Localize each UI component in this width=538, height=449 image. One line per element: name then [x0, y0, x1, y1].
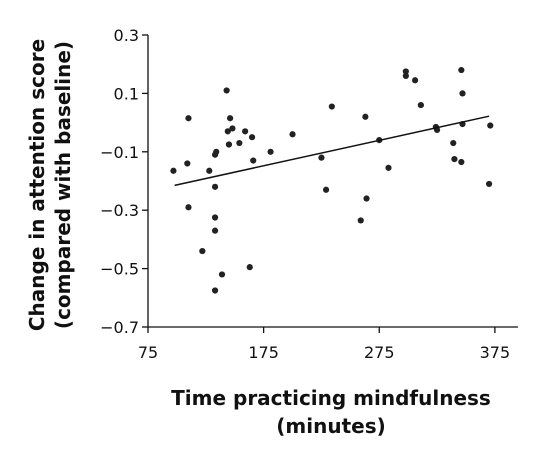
- data-point: [417, 101, 424, 109]
- data-point: [485, 180, 493, 188]
- data-point: [206, 167, 213, 174]
- y-axis-title-line: Change in attention score: [25, 39, 49, 331]
- y-axis-title: Change in attention score (compared with …: [25, 39, 75, 331]
- y-tick-label: −0.3: [100, 201, 139, 220]
- y-tick-label: 0.3: [114, 26, 139, 45]
- y-tick-label: −0.1: [100, 143, 139, 162]
- data-point: [322, 186, 330, 193]
- data-point: [250, 157, 257, 164]
- data-point: [248, 134, 256, 141]
- data-point: [450, 139, 457, 147]
- data-points: [170, 66, 494, 294]
- axes: [142, 34, 518, 333]
- data-point: [218, 271, 226, 278]
- data-point: [318, 154, 325, 161]
- x-tick-label: 375: [480, 343, 511, 362]
- y-axis-title-line: (compared with baseline): [51, 41, 75, 329]
- data-point: [458, 66, 465, 74]
- data-point: [225, 141, 233, 148]
- x-axis-title: Time practicing mindfulness (minutes): [171, 386, 491, 438]
- y-tick-label: 0.1: [114, 84, 139, 103]
- data-point: [363, 195, 370, 202]
- data-point: [211, 214, 219, 221]
- x-tick-label: 75: [138, 343, 158, 362]
- data-point: [242, 128, 249, 135]
- data-point: [362, 113, 369, 120]
- data-point: [211, 183, 219, 190]
- x-tick-label: 175: [248, 343, 279, 362]
- y-tick-label: −0.7: [100, 318, 139, 337]
- data-point: [229, 125, 236, 132]
- data-point: [185, 204, 192, 211]
- data-point: [458, 158, 465, 166]
- data-point: [385, 164, 392, 171]
- data-point: [211, 227, 219, 234]
- data-point: [328, 103, 335, 110]
- data-point: [170, 167, 177, 174]
- data-point: [199, 247, 206, 255]
- data-point: [213, 148, 220, 155]
- data-point: [459, 90, 466, 97]
- x-axis-title-line: (minutes): [276, 414, 385, 438]
- data-point: [211, 287, 219, 294]
- x-tick-label: 275: [364, 343, 395, 362]
- data-point: [184, 160, 191, 167]
- x-tick-labels: 75 175 275 375: [138, 343, 510, 362]
- data-point: [185, 115, 192, 122]
- data-point: [402, 68, 409, 75]
- data-point: [226, 115, 234, 122]
- data-point: [223, 87, 230, 94]
- data-point: [289, 131, 296, 138]
- data-point: [267, 148, 274, 155]
- data-point: [451, 156, 458, 163]
- data-point: [224, 128, 231, 135]
- data-point: [411, 77, 419, 84]
- y-tick-label: −0.5: [100, 260, 139, 279]
- data-point: [246, 264, 253, 271]
- data-point: [487, 122, 494, 129]
- data-point: [357, 217, 364, 224]
- trend-line: [174, 115, 490, 187]
- data-point: [236, 139, 243, 147]
- x-axis-title-line: Time practicing mindfulness: [171, 386, 491, 410]
- data-point: [402, 72, 409, 79]
- y-tick-labels: 0.3 0.1 −0.1 −0.3 −0.5 −0.7: [100, 26, 139, 337]
- trend-line-group: [174, 115, 490, 187]
